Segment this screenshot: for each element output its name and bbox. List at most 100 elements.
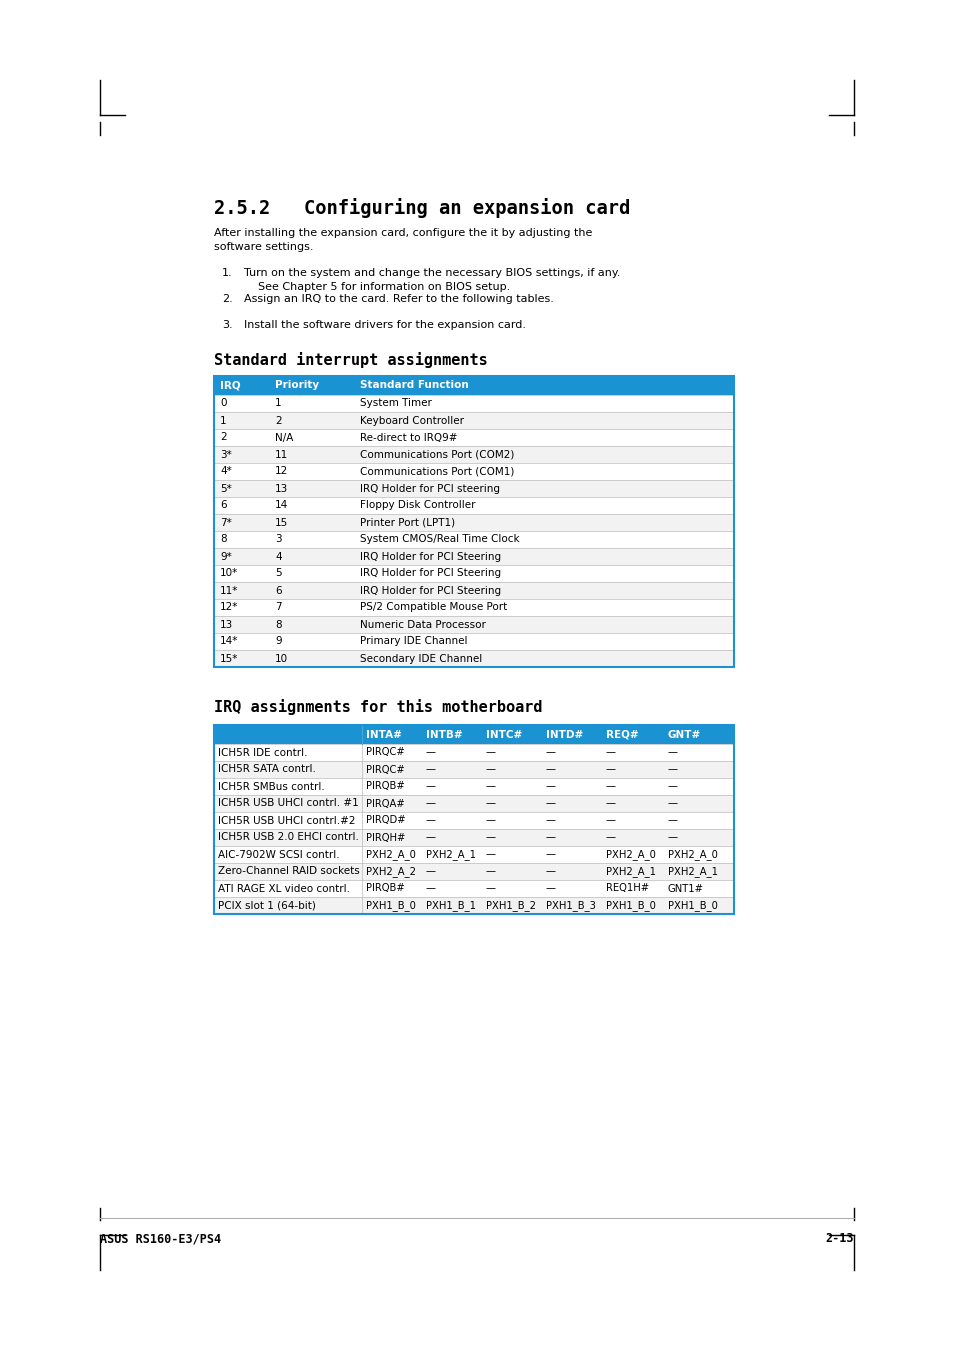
Text: PIRQD#: PIRQD#	[366, 816, 405, 825]
Text: N/A: N/A	[274, 432, 294, 443]
Text: 8: 8	[274, 620, 281, 630]
Text: —: —	[667, 765, 678, 774]
Text: 9: 9	[274, 636, 281, 647]
Text: Turn on the system and change the necessary BIOS settings, if any.
    See Chapt: Turn on the system and change the necess…	[244, 267, 619, 292]
Text: 8: 8	[220, 535, 227, 544]
Text: 14: 14	[274, 500, 288, 511]
Text: —: —	[545, 781, 556, 792]
Text: —: —	[545, 866, 556, 877]
Text: —: —	[485, 850, 496, 859]
Text: —: —	[545, 765, 556, 774]
Text: PXH2_A_1: PXH2_A_1	[426, 848, 476, 861]
Bar	[213, 830, 733, 846]
Text: IRQ Holder for PCI Steering: IRQ Holder for PCI Steering	[359, 569, 500, 578]
Bar	[213, 565, 733, 582]
Text: Zero-Channel RAID sockets: Zero-Channel RAID sockets	[218, 866, 359, 877]
Text: —: —	[667, 798, 678, 808]
Text: —: —	[426, 866, 436, 877]
Text: —: —	[485, 866, 496, 877]
Text: 5*: 5*	[220, 484, 232, 493]
Text: PCIX slot 1 (64-bit): PCIX slot 1 (64-bit)	[218, 901, 315, 911]
Text: 11*: 11*	[220, 585, 238, 596]
Text: —: —	[545, 747, 556, 758]
Bar	[213, 430, 733, 446]
Text: Floppy Disk Controller: Floppy Disk Controller	[359, 500, 475, 511]
Text: Communications Port (COM2): Communications Port (COM2)	[359, 450, 514, 459]
Text: PXH2_A_1: PXH2_A_1	[667, 866, 718, 877]
Text: Primary IDE Channel: Primary IDE Channel	[359, 636, 467, 647]
Text: —: —	[605, 765, 616, 774]
Bar	[213, 598, 733, 616]
Text: 2-13: 2-13	[824, 1232, 853, 1246]
Text: PXH1_B_0: PXH1_B_0	[366, 900, 416, 911]
Text: Communications Port (COM1): Communications Port (COM1)	[359, 466, 514, 477]
Text: 0: 0	[220, 399, 226, 408]
Text: 1.: 1.	[222, 267, 233, 278]
Bar	[213, 463, 733, 480]
Text: INTA#: INTA#	[366, 730, 401, 739]
Text: Numeric Data Processor: Numeric Data Processor	[359, 620, 485, 630]
Text: PXH1_B_0: PXH1_B_0	[667, 900, 717, 911]
Text: —: —	[545, 850, 556, 859]
Bar	[213, 761, 733, 778]
Text: ICH5R SMBus contrl.: ICH5R SMBus contrl.	[218, 781, 324, 792]
Text: PS/2 Compatible Mouse Port: PS/2 Compatible Mouse Port	[359, 603, 507, 612]
Text: AIC-7902W SCSI contrl.: AIC-7902W SCSI contrl.	[218, 850, 339, 859]
Text: ICH5R USB UHCI contrl. #1: ICH5R USB UHCI contrl. #1	[218, 798, 358, 808]
Text: Standard Function: Standard Function	[359, 381, 468, 390]
Text: INTB#: INTB#	[426, 730, 462, 739]
Text: PXH2_A_0: PXH2_A_0	[366, 848, 416, 861]
Text: IRQ Holder for PCI steering: IRQ Holder for PCI steering	[359, 484, 499, 493]
Text: —: —	[426, 781, 436, 792]
Text: 6: 6	[220, 500, 227, 511]
Text: 2: 2	[274, 416, 281, 426]
Text: PXH1_B_1: PXH1_B_1	[426, 900, 476, 911]
Text: —: —	[426, 884, 436, 893]
Text: —: —	[426, 816, 436, 825]
Text: —: —	[605, 816, 616, 825]
Text: —: —	[426, 747, 436, 758]
Text: PXH2_A_0: PXH2_A_0	[667, 848, 717, 861]
Bar	[213, 794, 733, 812]
Text: 7: 7	[274, 603, 281, 612]
Text: 13: 13	[220, 620, 233, 630]
Text: —: —	[485, 884, 496, 893]
Text: 4*: 4*	[220, 466, 232, 477]
Text: ATI RAGE XL video contrl.: ATI RAGE XL video contrl.	[218, 884, 350, 893]
Text: PXH1_B_3: PXH1_B_3	[545, 900, 596, 911]
Text: —: —	[667, 816, 678, 825]
Text: —: —	[667, 832, 678, 843]
Bar	[213, 812, 733, 830]
Text: 3*: 3*	[220, 450, 232, 459]
Text: IRQ Holder for PCI Steering: IRQ Holder for PCI Steering	[359, 585, 500, 596]
Text: IRQ assignments for this motherboard: IRQ assignments for this motherboard	[213, 698, 542, 715]
Text: 10*: 10*	[220, 569, 238, 578]
Bar	[213, 531, 733, 549]
Text: 1: 1	[220, 416, 227, 426]
Text: —: —	[605, 747, 616, 758]
Bar	[213, 582, 733, 598]
Text: 3: 3	[274, 535, 281, 544]
Bar	[213, 897, 733, 915]
Text: IRQ Holder for PCI Steering: IRQ Holder for PCI Steering	[359, 551, 500, 562]
Text: PXH2_A_0: PXH2_A_0	[605, 848, 655, 861]
Text: Secondary IDE Channel: Secondary IDE Channel	[359, 654, 482, 663]
Bar	[213, 846, 733, 863]
Text: —: —	[667, 747, 678, 758]
Bar	[213, 513, 733, 531]
Bar	[213, 725, 733, 744]
Text: Priority: Priority	[274, 381, 319, 390]
Text: —: —	[545, 798, 556, 808]
Text: 6: 6	[274, 585, 281, 596]
Bar	[213, 394, 733, 412]
Text: —: —	[485, 747, 496, 758]
Text: PIRQA#: PIRQA#	[366, 798, 404, 808]
Text: Install the software drivers for the expansion card.: Install the software drivers for the exp…	[244, 320, 525, 330]
Text: System Timer: System Timer	[359, 399, 432, 408]
Text: ASUS RS160-E3/PS4: ASUS RS160-E3/PS4	[100, 1232, 221, 1246]
Text: —: —	[485, 765, 496, 774]
Text: Re-direct to IRQ9#: Re-direct to IRQ9#	[359, 432, 457, 443]
Bar	[213, 412, 733, 430]
Bar	[213, 616, 733, 634]
Text: 1: 1	[274, 399, 281, 408]
